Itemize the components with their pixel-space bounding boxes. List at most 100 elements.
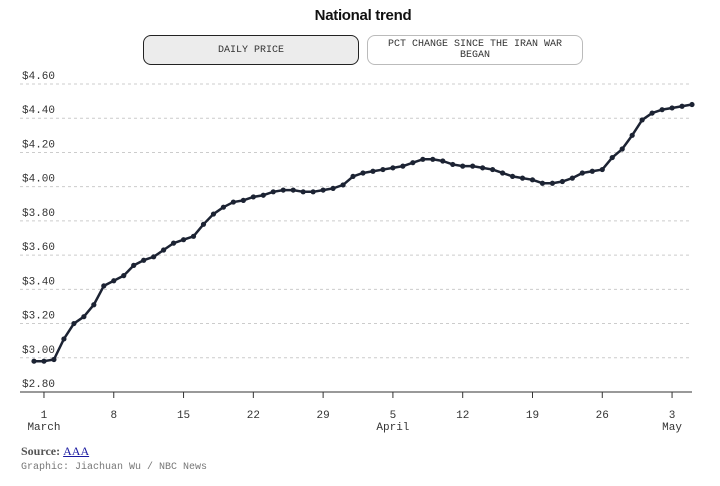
point <box>61 336 67 342</box>
point <box>679 103 685 109</box>
point <box>430 156 436 162</box>
chart-title: National trend <box>314 7 412 24</box>
point <box>210 211 217 217</box>
point <box>220 204 227 210</box>
y-tick-label: $3.20 <box>22 311 55 323</box>
point <box>529 177 536 183</box>
tab-button[interactable]: DAILY PRICE <box>143 35 359 65</box>
point <box>499 170 506 176</box>
x-tick-label: 22 <box>247 410 260 422</box>
point <box>460 163 466 169</box>
source-label: Source: <box>21 444 61 458</box>
point <box>141 257 147 263</box>
point <box>320 187 326 193</box>
point <box>569 175 575 181</box>
point <box>420 156 426 162</box>
point <box>280 187 286 193</box>
point <box>509 173 516 179</box>
credit: Graphic: Jiachuan Wu / NBC News <box>21 462 208 473</box>
source-line: Source: AAA <box>21 444 89 459</box>
point <box>589 168 595 174</box>
point <box>330 185 336 191</box>
point <box>260 192 266 198</box>
point <box>619 146 625 152</box>
y-tick-label: $4.60 <box>22 71 55 83</box>
point <box>111 278 117 284</box>
x-tick-label: 12 <box>456 410 469 422</box>
point <box>81 314 87 320</box>
y-tick-label: $3.60 <box>22 242 55 254</box>
point <box>490 166 496 173</box>
y-tick-label: $3.40 <box>22 276 55 288</box>
point <box>270 189 276 195</box>
x-tick-label: 5 <box>390 410 397 422</box>
point <box>290 187 296 193</box>
point <box>390 165 396 171</box>
x-tick-label: 29 <box>317 410 330 422</box>
point <box>31 358 37 364</box>
point <box>639 117 645 123</box>
point <box>649 110 655 116</box>
point <box>200 221 207 227</box>
point <box>51 356 57 363</box>
x-tick-label: 1 <box>41 410 48 422</box>
point <box>480 165 486 171</box>
point <box>450 161 456 168</box>
source-link[interactable]: AAA <box>63 444 90 458</box>
point <box>240 197 246 203</box>
point <box>161 247 167 253</box>
point <box>609 154 615 161</box>
point <box>180 237 187 243</box>
point <box>410 160 416 166</box>
point <box>300 189 306 195</box>
point <box>360 170 366 176</box>
point <box>440 158 446 164</box>
y-tick-label: $4.40 <box>22 105 55 117</box>
point <box>350 173 356 179</box>
point <box>41 358 47 364</box>
x-tick-label: 3 <box>669 410 676 422</box>
y-tick-label: $2.80 <box>22 379 55 391</box>
point <box>101 283 107 289</box>
point <box>549 180 556 186</box>
point <box>340 182 346 188</box>
y-tick-label: $4.00 <box>22 174 55 186</box>
point <box>370 168 376 174</box>
point <box>599 166 605 173</box>
x-tick-label: 26 <box>596 410 609 422</box>
x-tick-month: March <box>27 422 60 434</box>
point <box>400 163 406 169</box>
x-tick-label: 8 <box>110 410 117 422</box>
x-tick-label: 15 <box>177 410 190 422</box>
point <box>669 105 675 111</box>
point <box>71 320 77 327</box>
y-tick-label: $4.20 <box>22 139 55 151</box>
point <box>559 178 565 185</box>
point <box>539 180 546 186</box>
point <box>689 101 695 108</box>
point <box>629 132 635 138</box>
point <box>250 194 256 200</box>
point <box>579 170 585 176</box>
x-tick-label: 19 <box>526 410 539 422</box>
point <box>131 262 137 268</box>
y-tick-label: $3.80 <box>22 208 55 220</box>
point <box>230 199 236 205</box>
line <box>34 103 693 363</box>
x-tick-month: May <box>662 422 682 434</box>
point <box>659 107 665 113</box>
point <box>190 233 197 239</box>
point <box>151 254 157 260</box>
x-tick-month: April <box>376 422 409 434</box>
point <box>519 175 526 181</box>
point <box>310 189 316 195</box>
point <box>91 302 97 308</box>
point <box>380 166 386 173</box>
tab-button[interactable]: PCT CHANGE SINCE THE IRAN WAR BEGAN <box>367 35 583 65</box>
point <box>470 163 476 169</box>
point <box>170 240 177 246</box>
y-tick-label: $3.00 <box>22 345 55 357</box>
point <box>121 273 127 279</box>
